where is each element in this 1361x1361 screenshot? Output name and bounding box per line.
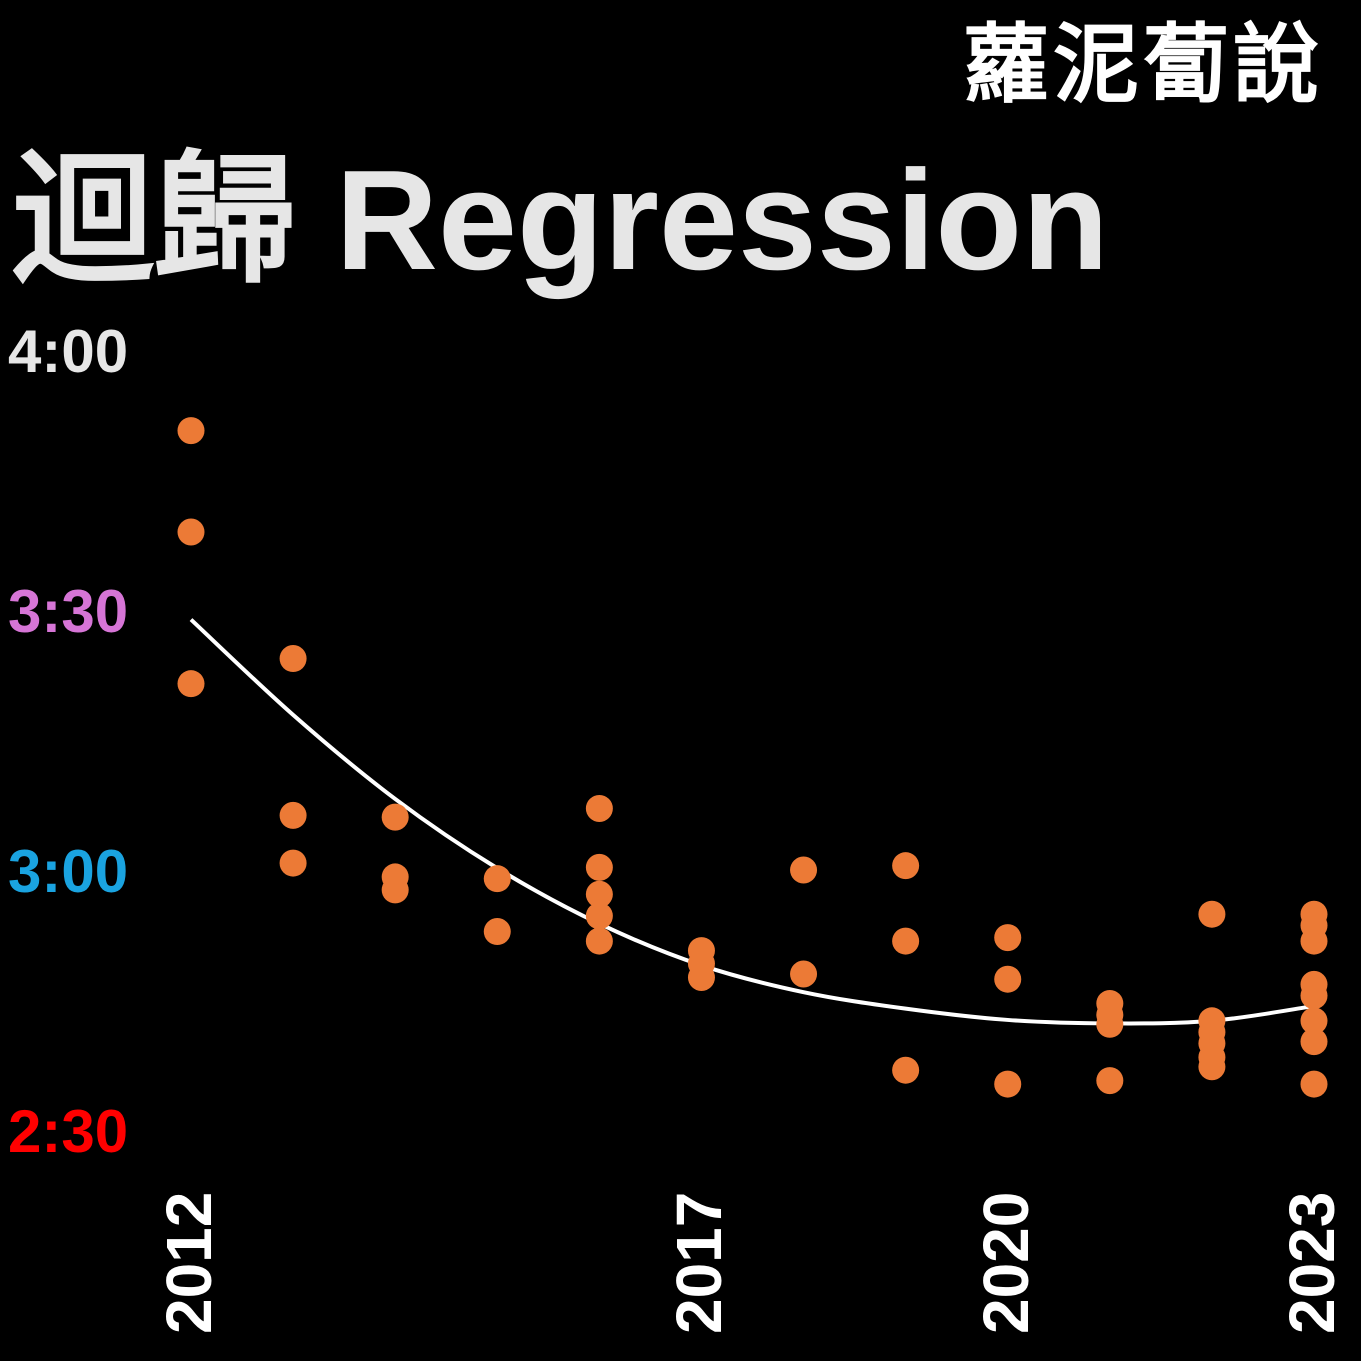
data-point — [381, 876, 409, 904]
y-tick-label: 3:00 — [8, 838, 129, 905]
data-point — [177, 518, 205, 546]
y-tick-label: 2:30 — [8, 1098, 129, 1165]
data-point — [687, 963, 715, 991]
data-point — [279, 849, 307, 877]
data-point — [994, 1070, 1022, 1098]
trend-line — [189, 618, 1315, 1026]
brand-logo: 蘿泥蔔說 — [963, 14, 1323, 115]
data-point — [1300, 927, 1328, 955]
data-point — [1300, 1028, 1328, 1056]
data-point — [1300, 982, 1328, 1010]
data-point — [1300, 1007, 1328, 1035]
data-point — [1096, 1010, 1124, 1038]
data-point — [1096, 1067, 1124, 1095]
chart-title: 迴歸 Regression — [12, 141, 1109, 300]
data-point — [790, 856, 818, 884]
data-point — [1198, 900, 1226, 928]
data-point — [585, 794, 613, 822]
data-point — [994, 965, 1022, 993]
data-point — [892, 1056, 920, 1084]
data-point — [585, 853, 613, 881]
data-point — [483, 918, 511, 946]
data-point — [381, 803, 409, 831]
y-tick-label: 3:30 — [8, 578, 129, 645]
data-point — [585, 880, 613, 908]
data-point — [1198, 1053, 1226, 1081]
data-point — [585, 927, 613, 955]
data-point — [892, 852, 920, 880]
data-point — [790, 960, 818, 988]
y-tick-label: 4:00 — [8, 318, 129, 385]
data-point — [279, 645, 307, 673]
data-point — [1300, 1070, 1328, 1098]
data-point — [177, 417, 205, 445]
data-point — [483, 865, 511, 893]
data-point — [585, 902, 613, 930]
data-point — [892, 927, 920, 955]
data-point — [177, 670, 205, 698]
data-point — [994, 924, 1022, 952]
data-point — [279, 801, 307, 829]
